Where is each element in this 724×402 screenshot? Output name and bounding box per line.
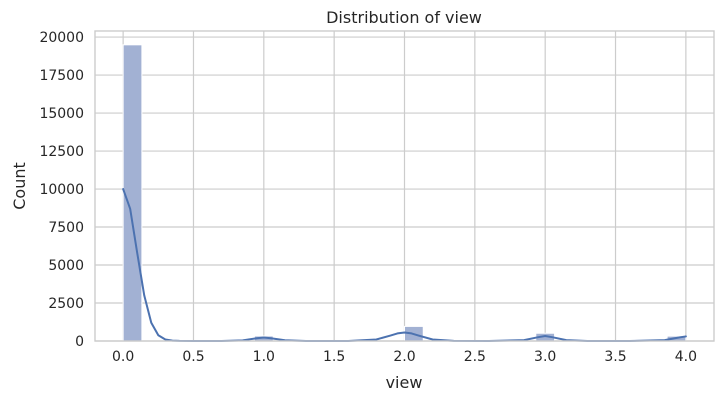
chart-title: Distribution of view xyxy=(326,8,482,27)
y-tick-label: 17500 xyxy=(39,68,84,84)
x-tick-label: 2.5 xyxy=(464,349,486,365)
y-tick-labels: 0 2500 5000 7500 10000 12500 15000 17500 20000 xyxy=(39,30,84,350)
x-tick-label: 2.0 xyxy=(393,349,415,365)
histogram-bar xyxy=(122,44,143,342)
y-tick-label: 2500 xyxy=(48,296,84,312)
x-tick-label: 3.0 xyxy=(534,349,556,365)
y-axis-label: Count xyxy=(10,162,29,210)
x-tick-label: 0.5 xyxy=(182,349,204,365)
x-tick-label: 3.5 xyxy=(604,349,626,365)
x-axis-label: view xyxy=(386,373,423,392)
x-tick-label: 1.5 xyxy=(323,349,345,365)
plot-frame xyxy=(94,30,715,342)
y-tick-label: 20000 xyxy=(39,30,84,46)
x-tick-label: 0.0 xyxy=(112,349,134,365)
y-tick-label: 15000 xyxy=(39,106,84,122)
y-tick-label: 0 xyxy=(75,334,84,350)
y-tick-label: 12500 xyxy=(39,144,84,160)
kde-curve-layer xyxy=(122,188,687,342)
y-tick-label: 5000 xyxy=(48,258,84,274)
kde-line xyxy=(122,188,687,342)
x-tick-label: 1.0 xyxy=(253,349,275,365)
y-tick-label: 7500 xyxy=(48,220,84,236)
y-tick-label: 10000 xyxy=(39,182,84,198)
x-tick-labels: 0.0 0.5 1.0 1.5 2.0 2.5 3.0 3.5 4.0 xyxy=(112,349,697,365)
x-tick-label: 4.0 xyxy=(675,349,697,365)
